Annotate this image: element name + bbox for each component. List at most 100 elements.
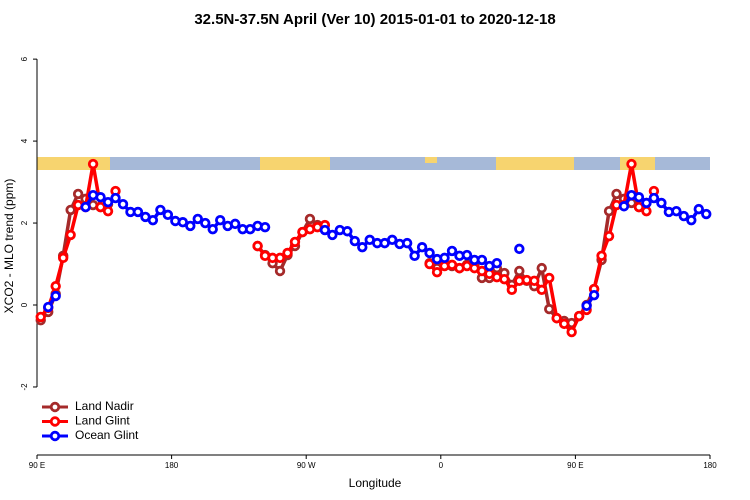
land-patch bbox=[620, 157, 655, 170]
data-point bbox=[686, 214, 697, 226]
legend-label: Ocean Glint bbox=[75, 428, 139, 442]
data-point bbox=[678, 210, 690, 222]
data-point bbox=[117, 198, 129, 210]
data-point bbox=[633, 192, 645, 203]
x-tick-label: 90 E bbox=[29, 461, 45, 470]
data-point bbox=[536, 262, 547, 274]
data-point bbox=[424, 258, 435, 270]
data-point bbox=[87, 158, 99, 170]
data-point bbox=[95, 201, 106, 213]
data-point bbox=[701, 208, 712, 220]
data-point bbox=[386, 234, 398, 246]
chart-title: 32.5N-37.5N April (Ver 10) 2015-01-01 to… bbox=[194, 11, 555, 28]
data-point bbox=[192, 213, 203, 225]
series-line bbox=[39, 162, 656, 334]
x-tick-label: 90 E bbox=[567, 461, 583, 470]
x-axis-label: Longitude bbox=[349, 476, 402, 490]
data-point bbox=[102, 196, 114, 208]
data-point bbox=[185, 220, 196, 232]
x-tick-label: 0 bbox=[439, 461, 444, 470]
data-point bbox=[65, 204, 76, 216]
data-point bbox=[110, 192, 121, 204]
data-point bbox=[461, 249, 473, 261]
data-point bbox=[43, 301, 54, 313]
data-point bbox=[207, 223, 218, 235]
data-point bbox=[596, 250, 607, 262]
y-axis-label: XCO2 - MLO trend (ppm) bbox=[2, 179, 16, 314]
data-point bbox=[304, 213, 316, 225]
data-point bbox=[35, 311, 46, 323]
data-point bbox=[80, 201, 91, 213]
data-point bbox=[50, 280, 61, 292]
legend-label: Land Nadir bbox=[75, 399, 134, 413]
data-point bbox=[274, 265, 286, 277]
data-point bbox=[573, 310, 585, 322]
data-point bbox=[409, 250, 420, 262]
data-point bbox=[95, 192, 106, 203]
data-point bbox=[65, 229, 76, 241]
data-point bbox=[439, 252, 450, 264]
data-point bbox=[431, 267, 443, 278]
data-point bbox=[259, 221, 271, 233]
data-point bbox=[446, 245, 458, 257]
data-point bbox=[252, 240, 263, 252]
y-tick-label: 0 bbox=[20, 302, 29, 307]
land-patch bbox=[496, 157, 574, 170]
data-point bbox=[506, 284, 518, 296]
data-point bbox=[641, 197, 652, 209]
data-point bbox=[499, 273, 510, 285]
legend-marker bbox=[49, 416, 61, 427]
data-point bbox=[155, 204, 166, 216]
data-point bbox=[603, 230, 615, 242]
data-point bbox=[102, 205, 114, 217]
data-point bbox=[588, 289, 600, 301]
data-point bbox=[603, 205, 615, 217]
data-point bbox=[282, 247, 293, 259]
data-point bbox=[319, 224, 331, 236]
data-point bbox=[693, 203, 704, 215]
data-point bbox=[641, 205, 652, 217]
data-point bbox=[200, 217, 211, 229]
legend-marker bbox=[49, 430, 61, 442]
data-point bbox=[544, 303, 555, 315]
land-patch bbox=[37, 157, 110, 170]
data-point bbox=[177, 217, 189, 228]
legend-label: Land Glint bbox=[75, 414, 130, 428]
data-point bbox=[289, 236, 301, 248]
data-point bbox=[656, 197, 667, 209]
data-point bbox=[558, 318, 570, 330]
data-point bbox=[229, 218, 241, 230]
data-point bbox=[529, 275, 540, 287]
data-point bbox=[401, 237, 413, 249]
data-point bbox=[349, 235, 361, 247]
data-point bbox=[611, 188, 622, 200]
data-point bbox=[342, 226, 353, 237]
data-point bbox=[618, 201, 630, 212]
ocean-strip bbox=[37, 157, 710, 170]
data-point bbox=[132, 206, 144, 218]
legend-marker bbox=[49, 401, 61, 413]
data-point bbox=[416, 242, 428, 253]
data-point bbox=[566, 326, 577, 338]
map-strip bbox=[37, 157, 710, 170]
land-patch bbox=[260, 157, 330, 170]
x-tick-label: 180 bbox=[165, 461, 179, 470]
data-point bbox=[162, 209, 174, 221]
y-tick-label: -2 bbox=[20, 383, 29, 391]
data-point bbox=[581, 300, 592, 312]
data-point bbox=[551, 312, 562, 324]
land-patch bbox=[425, 157, 437, 163]
data-point bbox=[626, 158, 637, 170]
x-tick-label: 90 W bbox=[297, 461, 316, 470]
data-point bbox=[536, 284, 547, 296]
y-tick-label: 2 bbox=[20, 220, 29, 225]
data-point bbox=[57, 252, 69, 264]
data-point bbox=[514, 243, 525, 255]
data-point bbox=[327, 229, 338, 241]
data-point bbox=[476, 254, 488, 266]
data-point bbox=[72, 188, 84, 200]
data-point bbox=[357, 242, 368, 253]
data-point bbox=[648, 192, 660, 204]
data-point bbox=[671, 205, 682, 217]
